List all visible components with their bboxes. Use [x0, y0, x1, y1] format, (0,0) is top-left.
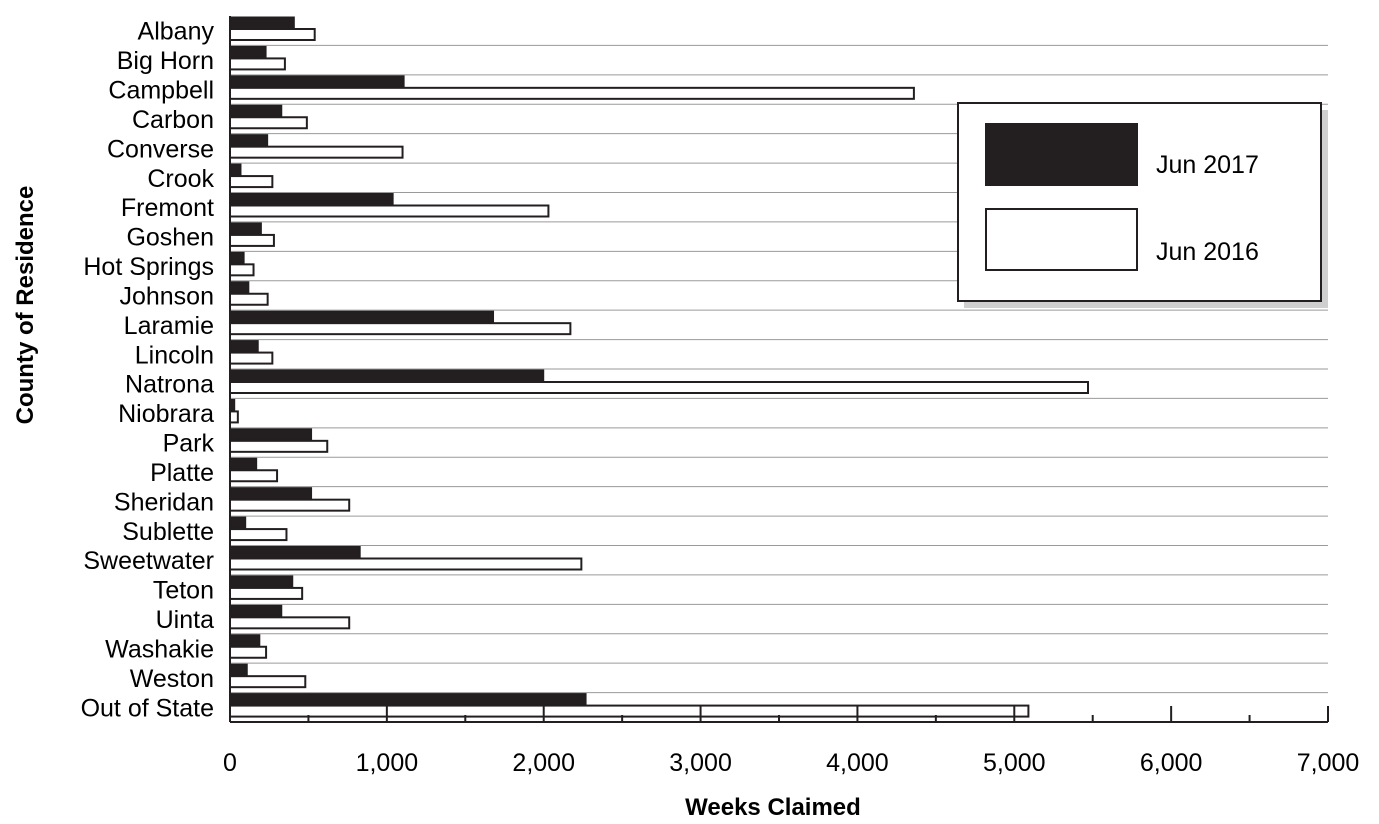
bar-jun-2016-platte [229, 469, 279, 483]
bar-jun-2016-albany [229, 28, 316, 41]
bar-jun-2016-natrona [229, 381, 1090, 394]
category-label-park: Park [163, 430, 215, 458]
grid-lines [230, 44, 1328, 694]
category-label-teton: Teton [153, 577, 214, 605]
bar-jun-2017-sheridan [229, 487, 313, 500]
bar-jun-2016-crook [229, 175, 274, 189]
x-tick-label: 7,000 [1297, 749, 1360, 777]
bar-jun-2017-sweetwater [229, 546, 361, 558]
category-label-uinta: Uinta [156, 606, 214, 634]
category-label-campbell: Campbell [108, 77, 214, 105]
bars-group [229, 16, 1090, 718]
x-tick-label: 0 [223, 749, 237, 777]
x-axis: 0 1,000 2,000 3,000 4,000 5,000 6,000 7,000 [223, 16, 1359, 777]
bar-jun-2016-teton [229, 586, 304, 600]
bar-jun-2017-laramie [229, 310, 495, 323]
category-label-platte: Platte [150, 459, 214, 487]
bar-jun-2017-goshen [229, 222, 262, 235]
bar-jun-2017-crook [229, 163, 242, 176]
x-tick-label: 5,000 [983, 749, 1046, 777]
category-label-sweetwater: Sweetwater [83, 547, 214, 575]
bar-jun-2016-out-of-state [229, 704, 1030, 718]
bar-jun-2016-niobrara [229, 410, 239, 424]
legend-swatch-jun-2016 [985, 208, 1138, 271]
bar-jun-2016-converse [229, 145, 404, 159]
bar-jun-2017-out-of-state [229, 693, 587, 706]
bar-jun-2016-park [229, 439, 329, 453]
bar-jun-2017-albany [229, 16, 295, 29]
bar-jun-2016-goshen [229, 233, 275, 247]
category-label-albany: Albany [138, 18, 215, 46]
x-tick-label: 6,000 [1140, 749, 1203, 777]
bar-jun-2016-sublette [229, 528, 288, 542]
category-label-sublette: Sublette [122, 518, 214, 546]
bar-jun-2016-big-horn [229, 57, 286, 71]
bar-jun-2017-uinta [229, 604, 283, 617]
legend-label-jun-2017: Jun 2017 [1156, 151, 1259, 179]
bar-jun-2017-sublette [229, 516, 247, 529]
x-tick-label: 2,000 [512, 749, 575, 777]
bar-jun-2016-carbon [229, 116, 308, 130]
bar-jun-2016-uinta [229, 616, 351, 630]
category-label-weston: Weston [130, 665, 214, 693]
bar-jun-2017-park [229, 428, 313, 441]
x-tick-label: 1,000 [356, 749, 419, 777]
bar-jun-2016-sweetwater [229, 557, 583, 571]
bar-jun-2016-washakie [229, 645, 268, 659]
bar-jun-2017-fremont [229, 193, 394, 205]
category-label-johnson: Johnson [119, 282, 214, 310]
bar-jun-2017-campbell [229, 75, 405, 88]
category-label-natrona: Natrona [125, 371, 214, 399]
x-axis-title: Weeks Claimed [685, 794, 861, 821]
category-label-big-horn: Big Horn [117, 47, 214, 75]
bar-jun-2017-natrona [229, 369, 545, 382]
category-label-hot-springs: Hot Springs [83, 253, 214, 281]
x-tick-label: 4,000 [826, 749, 889, 777]
bar-jun-2017-washakie [229, 634, 261, 647]
bar-jun-2016-campbell [229, 86, 915, 100]
bar-jun-2016-weston [229, 675, 307, 689]
bar-jun-2017-lincoln [229, 340, 259, 353]
y-axis-title: County of Residence [12, 186, 39, 425]
category-label-niobrara: Niobrara [118, 400, 214, 428]
bar-jun-2016-laramie [229, 322, 572, 336]
category-label-laramie: Laramie [124, 312, 214, 340]
bar-jun-2017-johnson [229, 281, 250, 294]
category-label-sheridan: Sheridan [114, 488, 214, 516]
category-label-fremont: Fremont [121, 194, 214, 222]
category-label-goshen: Goshen [126, 224, 214, 252]
bar-jun-2016-sheridan [229, 498, 351, 512]
bar-jun-2017-carbon [229, 104, 283, 117]
bar-jun-2016-hot-springs [229, 263, 255, 277]
category-label-converse: Converse [107, 135, 214, 163]
category-label-carbon: Carbon [132, 106, 214, 134]
x-tick-label: 3,000 [669, 749, 732, 777]
category-label-washakie: Washakie [105, 635, 214, 663]
bar-jun-2016-fremont [229, 204, 550, 218]
bar-jun-2017-teton [229, 575, 294, 588]
legend: Jun 2017 Jun 2016 [957, 102, 1328, 308]
category-label-out-of-state: Out of State [81, 694, 214, 722]
bar-jun-2017-hot-springs [229, 251, 245, 264]
category-label-lincoln: Lincoln [135, 341, 214, 369]
bar-jun-2017-platte [229, 457, 258, 470]
bar-jun-2017-weston [229, 663, 248, 676]
bar-jun-2017-converse [229, 134, 269, 147]
category-label-crook: Crook [147, 165, 214, 193]
bar-jun-2016-lincoln [229, 351, 274, 365]
bar-jun-2016-johnson [229, 292, 269, 306]
bar-jun-2017-big-horn [229, 45, 267, 58]
legend-label-jun-2016: Jun 2016 [1156, 238, 1259, 266]
legend-swatch-jun-2017 [985, 123, 1138, 186]
